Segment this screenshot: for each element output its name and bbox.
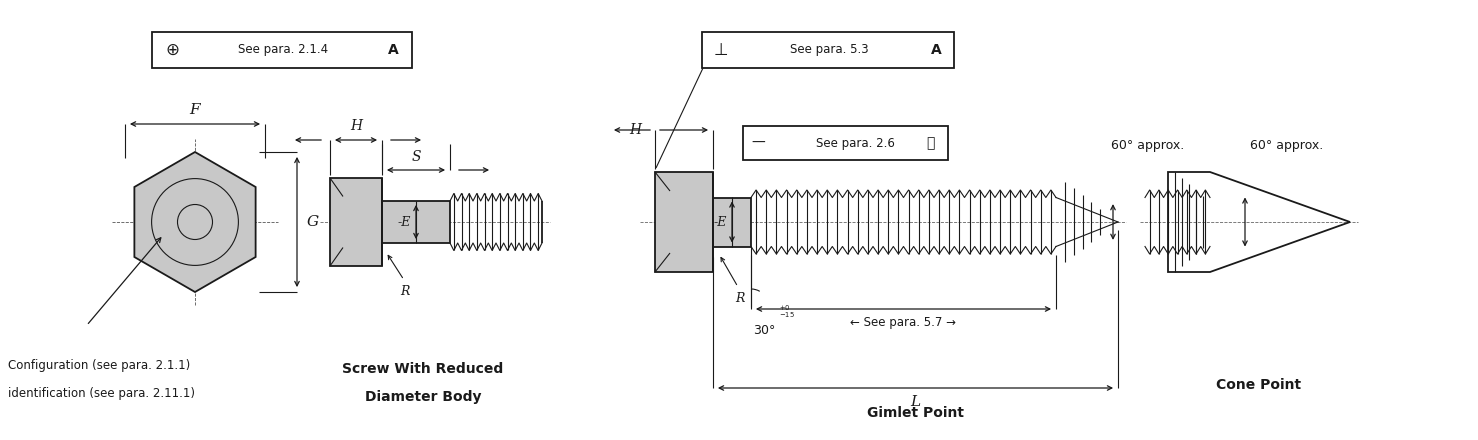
- Text: S: S: [411, 150, 421, 164]
- Text: A: A: [387, 43, 399, 57]
- Text: ⊥: ⊥: [714, 41, 729, 59]
- Text: H: H: [350, 119, 362, 133]
- Bar: [381, 201, 449, 243]
- Text: See para. 2.1.4: See para. 2.1.4: [238, 44, 328, 56]
- Text: identification (see para. 2.11.1): identification (see para. 2.11.1): [7, 387, 195, 400]
- Text: $30°$: $30°$: [752, 323, 776, 337]
- Text: F: F: [189, 103, 201, 117]
- Text: Screw With Reduced: Screw With Reduced: [343, 362, 504, 376]
- Text: Configuration (see para. 2.1.1): Configuration (see para. 2.1.1): [7, 359, 191, 372]
- Bar: [330, 178, 381, 266]
- Bar: [712, 198, 751, 246]
- Text: A: A: [931, 43, 941, 57]
- Text: 60° approx.: 60° approx.: [1111, 139, 1184, 152]
- Bar: [152, 32, 412, 68]
- Text: ← See para. 5.7 →: ← See para. 5.7 →: [850, 316, 956, 329]
- Text: G: G: [307, 215, 319, 229]
- Bar: [655, 172, 712, 272]
- Text: ⊕: ⊕: [166, 41, 179, 59]
- Text: Cone Point: Cone Point: [1216, 378, 1302, 392]
- Text: H: H: [628, 123, 641, 137]
- Text: See para. 5.3: See para. 5.3: [789, 44, 868, 56]
- Text: -E: -E: [398, 216, 411, 228]
- Text: See para. 2.6: See para. 2.6: [816, 136, 894, 150]
- Bar: [743, 126, 949, 160]
- Polygon shape: [134, 152, 256, 292]
- Text: Gimlet Point: Gimlet Point: [868, 406, 964, 420]
- Text: L: L: [910, 395, 921, 409]
- Text: Diameter Body: Diameter Body: [365, 390, 482, 404]
- Text: -E: -E: [714, 216, 727, 228]
- Text: —: —: [751, 136, 766, 150]
- Bar: [702, 32, 953, 68]
- Text: $^{+0}_{-15}$: $^{+0}_{-15}$: [779, 303, 795, 320]
- Text: R: R: [401, 285, 409, 298]
- Text: 60° approx.: 60° approx.: [1250, 139, 1323, 152]
- Text: Ⓜ: Ⓜ: [927, 136, 934, 150]
- Text: R: R: [735, 292, 745, 305]
